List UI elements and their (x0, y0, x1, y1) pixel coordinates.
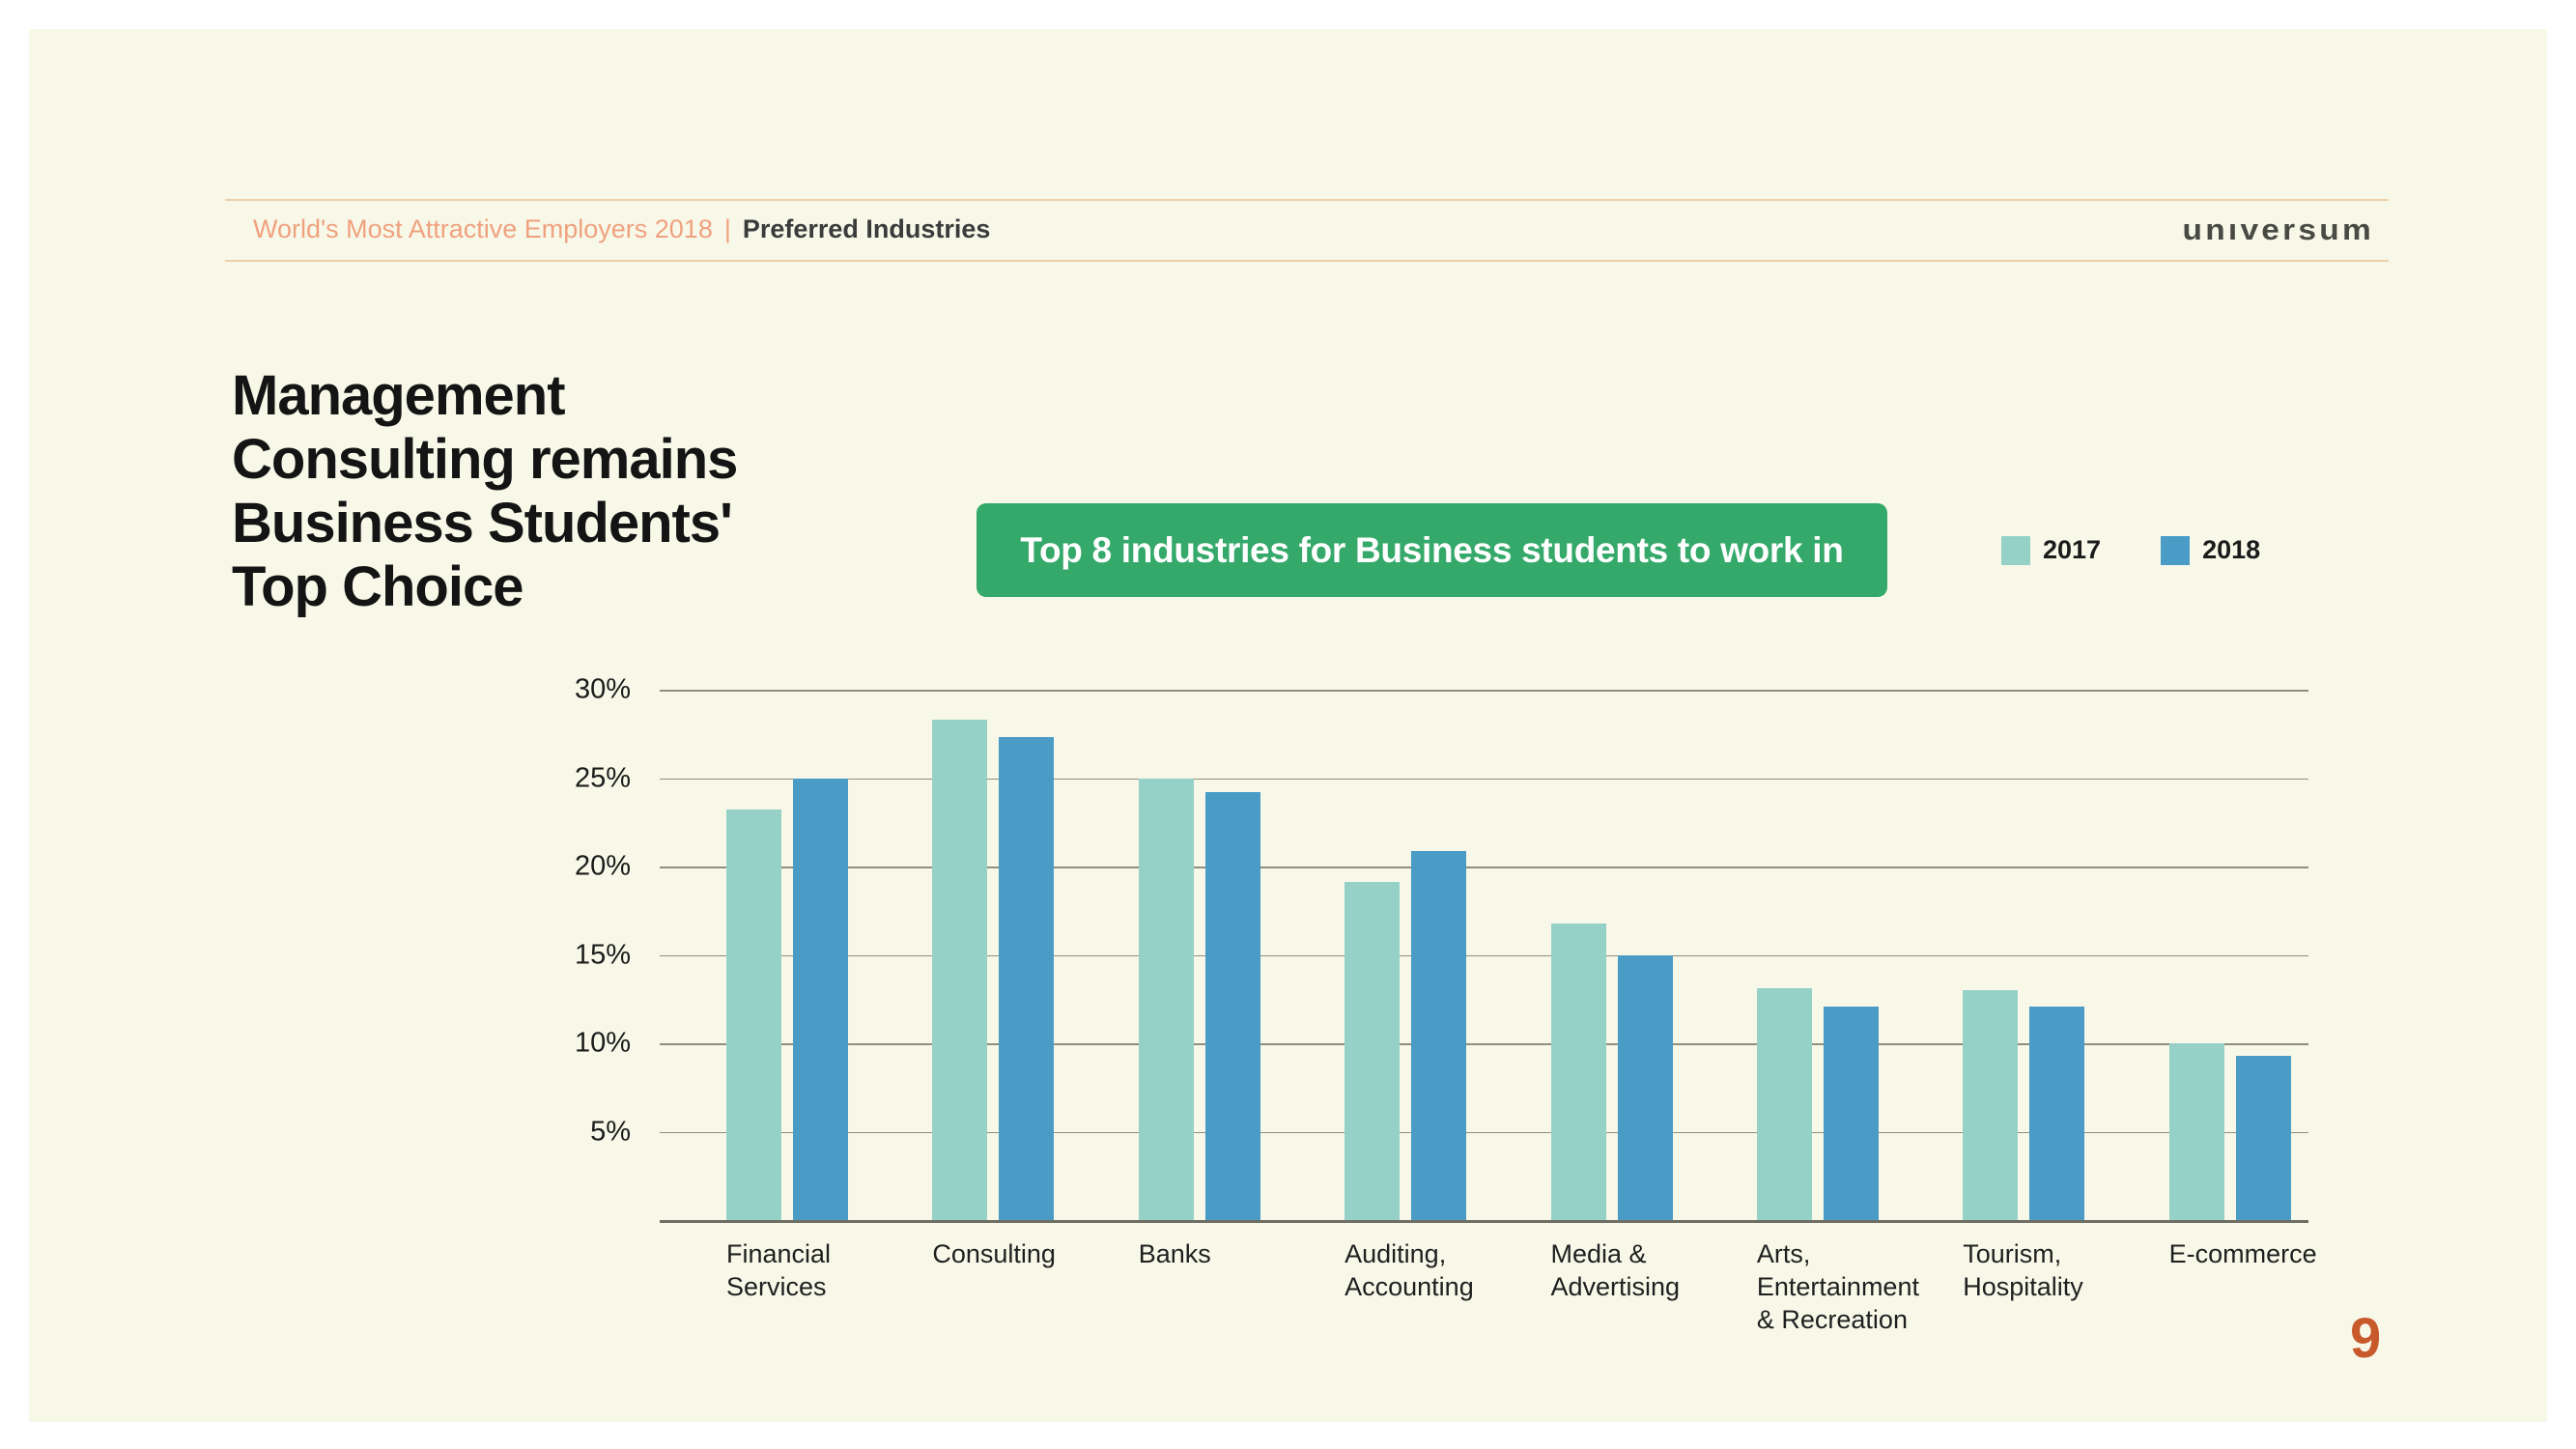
y-axis-tick-label: 10% (574, 1027, 631, 1059)
legend-item-2018: 2018 (2161, 535, 2260, 565)
bar-2017 (2168, 1043, 2224, 1220)
bar-chart-plot-area: 30% 25% 20% 15% 10% 5% Financial Services Consu… (575, 674, 2317, 1335)
gridline (660, 1131, 2308, 1133)
x-axis-label: Arts, Entertainment & Recreation (1756, 1239, 1919, 1334)
legend-item-2017: 2017 (2001, 535, 2101, 565)
bar-2017 (726, 810, 781, 1220)
gridline (660, 954, 2308, 956)
category-group: Financial Services (660, 690, 865, 1301)
category-group: Media & Advertising (1485, 690, 1690, 1301)
x-axis-label: Financial Services (726, 1239, 832, 1301)
category-group: Banks (1072, 690, 1278, 1268)
category-group: Consulting (865, 690, 1071, 1268)
bar-2018 (2029, 1006, 2085, 1220)
legend-swatch-2018 (2161, 535, 2191, 565)
bar-2017 (932, 720, 988, 1220)
gridline (660, 1043, 2308, 1045)
header-rule-top (225, 199, 2389, 201)
bar-2018 (2235, 1055, 2291, 1220)
gridline (660, 778, 2308, 780)
y-axis-tick-label: 25% (574, 762, 631, 793)
bar-2017 (1963, 990, 2019, 1220)
bar-2017 (1756, 988, 1812, 1220)
y-axis-tick-label: 20% (574, 850, 631, 882)
bar-2018 (1823, 1006, 1879, 1220)
bar-2018 (793, 778, 848, 1220)
gridline (660, 867, 2308, 868)
x-axis-label: E-commerce (2168, 1239, 2317, 1268)
bar-2018 (1617, 954, 1673, 1220)
y-axis-tick-label: 5% (590, 1116, 631, 1147)
bar-2017 (1138, 778, 1194, 1220)
y-axis-tick-label: 30% (574, 673, 631, 705)
slide: World's Most Attractive Employers 2018 |… (29, 29, 2547, 1422)
page-title: Management Consulting remains Business S… (232, 364, 738, 618)
header-rule-bottom (225, 260, 2389, 262)
bar-2017 (1550, 923, 1606, 1220)
bar-2018 (999, 737, 1055, 1220)
x-axis-label: Consulting (932, 1239, 1056, 1268)
chart-title-banner: Top 8 industries for Business students t… (977, 503, 1887, 597)
x-axis-label: Tourism, Hospitality (1963, 1239, 2083, 1301)
chart-legend: 2017 2018 (2001, 535, 2260, 565)
legend-label-2018: 2018 (2202, 535, 2261, 564)
category-group: Tourism, Hospitality (1896, 690, 2102, 1301)
x-axis-label: Media & Advertising (1550, 1239, 1681, 1301)
bar-2017 (1345, 882, 1401, 1220)
category-group: Arts, Entertainment & Recreation (1690, 690, 1919, 1334)
x-axis-label: Banks (1138, 1239, 1211, 1268)
x-axis-line (660, 1220, 2308, 1223)
breadcrumb-section-name: Preferred Industries (742, 214, 991, 243)
chart-title-label: Top 8 industries for Business students t… (1020, 529, 1844, 570)
category-group: Auditing, Accounting (1278, 690, 1484, 1301)
breadcrumb-separator: | (723, 214, 731, 243)
gridline (660, 690, 2308, 692)
category-group: E-commerce (2103, 690, 2317, 1268)
y-axis-tick-label: 15% (574, 939, 631, 970)
bar-2018 (1204, 792, 1260, 1220)
page-number: 9 (2350, 1307, 2382, 1370)
breadcrumb: World's Most Attractive Employers 2018 |… (253, 199, 990, 260)
universum-logo: unıversum (2182, 212, 2374, 246)
breadcrumb-report-name: World's Most Attractive Employers 2018 (253, 214, 713, 243)
legend-swatch-2017 (2001, 535, 2030, 565)
x-axis-label: Auditing, Accounting (1345, 1239, 1474, 1301)
legend-label-2017: 2017 (2043, 535, 2102, 564)
bar-2018 (1411, 850, 1467, 1220)
